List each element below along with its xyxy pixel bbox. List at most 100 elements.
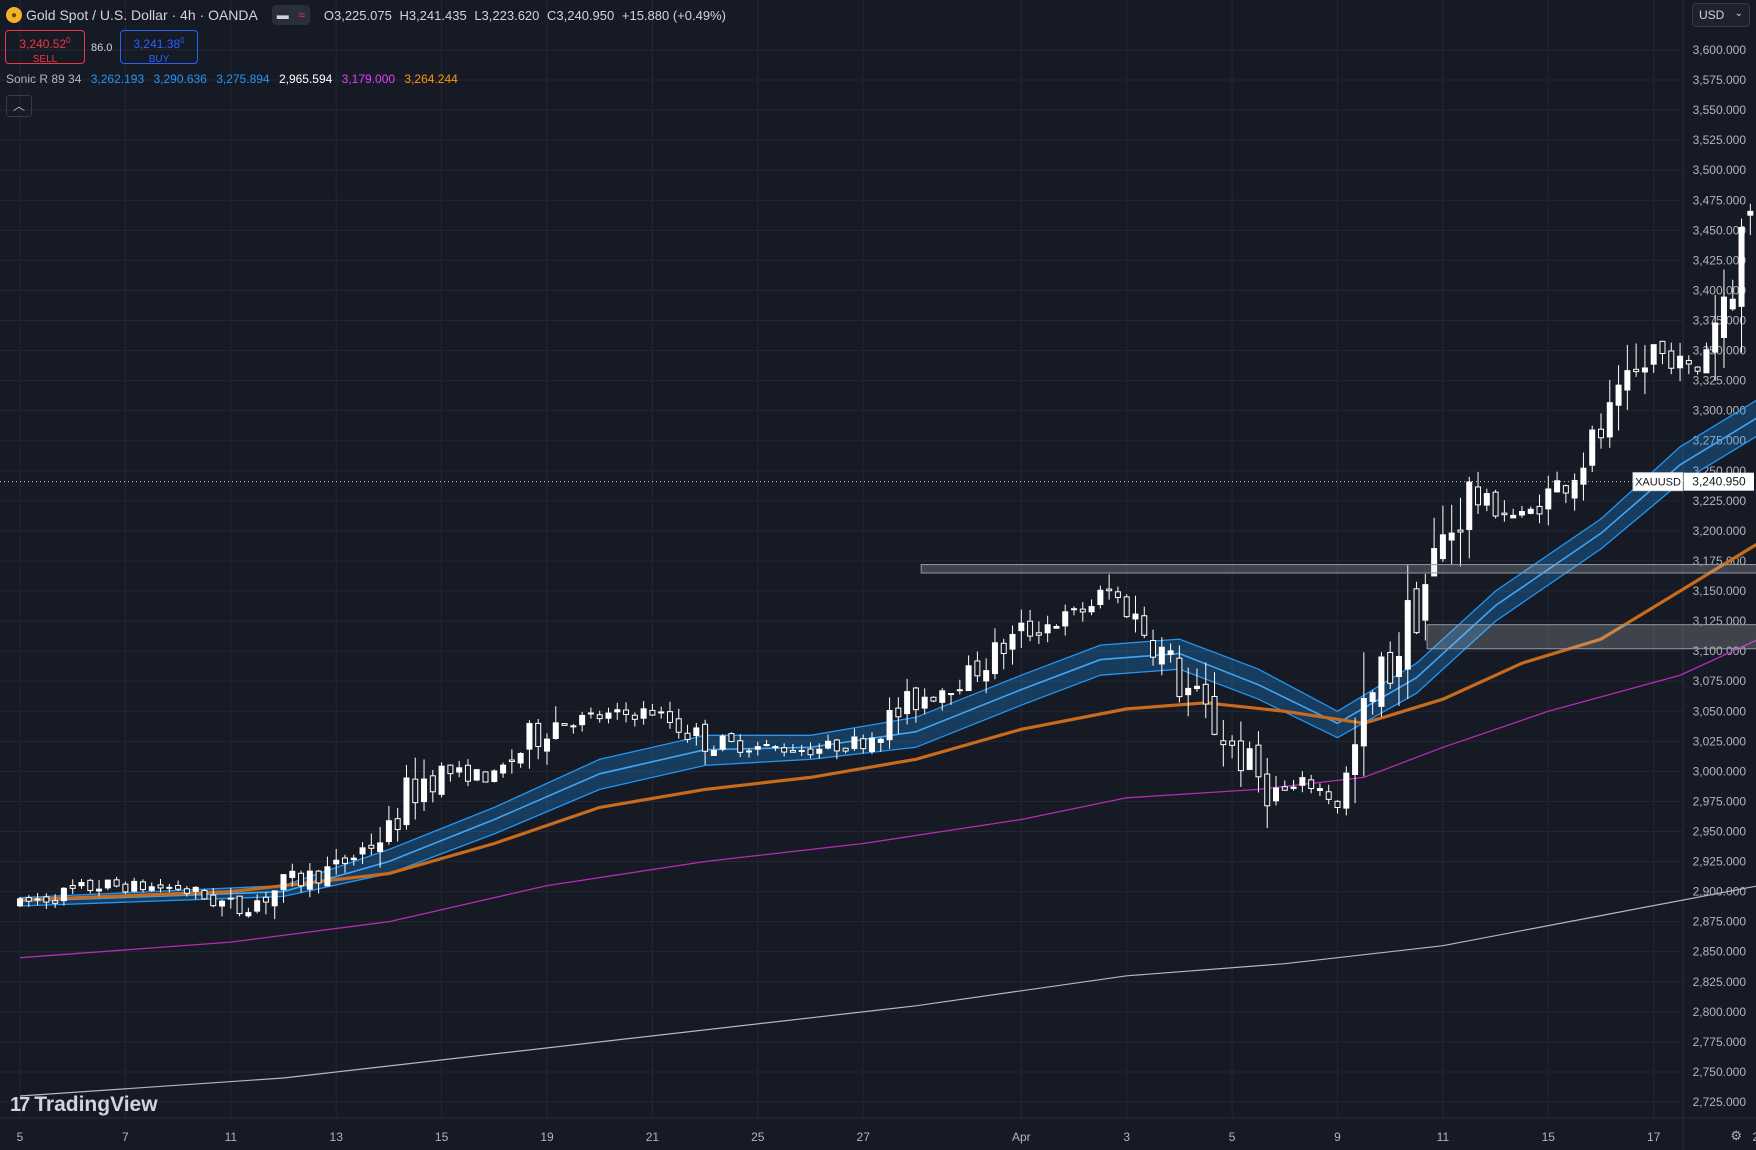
- candle-body: [1193, 685, 1200, 690]
- x-tick-label: 22: [1752, 1130, 1756, 1144]
- candle: [631, 712, 638, 727]
- candle: [227, 888, 234, 909]
- visibility-toggle[interactable]: ▬ ≈: [271, 5, 310, 25]
- candle-body: [219, 900, 226, 907]
- buy-button[interactable]: 3,241.380 BUY: [120, 30, 198, 65]
- candle-body: [1641, 367, 1648, 373]
- series-ema-upper-band: [19, 399, 1756, 899]
- candle-body: [131, 880, 138, 892]
- candle-body: [1079, 608, 1086, 613]
- candle-body: [1457, 529, 1464, 533]
- candle-body: [1589, 429, 1596, 466]
- candle-body: [991, 642, 998, 675]
- candle: [1510, 508, 1517, 519]
- candle: [921, 688, 928, 715]
- candle-body: [1518, 511, 1525, 516]
- candle: [1229, 735, 1236, 759]
- candle: [298, 870, 305, 893]
- y-tick-label: 3,375.000: [1693, 314, 1747, 328]
- candle: [192, 886, 199, 900]
- chevron-up-icon: ︿: [12, 99, 25, 113]
- candle: [1422, 573, 1429, 641]
- wave-icon: ≈: [298, 8, 305, 22]
- settings-icon[interactable]: ⚙: [1730, 1128, 1742, 1143]
- candle: [1246, 741, 1253, 771]
- candle-body: [1062, 611, 1069, 627]
- x-tick-label: 9: [1334, 1130, 1341, 1144]
- currency-select[interactable]: USD ⌄: [1692, 3, 1750, 27]
- indicator-value-3: 3,275.894: [216, 72, 270, 86]
- candle: [1211, 672, 1218, 736]
- candle: [587, 707, 594, 719]
- candle-body: [710, 749, 717, 756]
- candle: [508, 749, 515, 774]
- candle-body: [1483, 493, 1490, 506]
- y-tick-label: 3,225.000: [1693, 494, 1747, 508]
- candle-body: [737, 740, 744, 753]
- candle: [412, 757, 419, 820]
- candle: [1141, 606, 1148, 639]
- candle: [737, 734, 744, 758]
- candle: [78, 878, 85, 889]
- candle: [781, 743, 788, 757]
- collapse-legend-button[interactable]: ︿: [6, 95, 32, 117]
- x-tick-label: 11: [225, 1130, 238, 1144]
- candle-body: [719, 735, 726, 750]
- candle-body: [298, 872, 305, 887]
- candle-body: [192, 886, 199, 892]
- y-tick-label: 3,600.000: [1693, 43, 1747, 57]
- candle-body: [1071, 608, 1077, 611]
- candle: [52, 894, 59, 908]
- candle: [271, 890, 278, 920]
- symbol-title[interactable]: Gold Spot / U.S. Dollar · 4h · OANDA: [26, 7, 258, 23]
- candle-body: [17, 898, 23, 907]
- candle-body: [1018, 622, 1025, 632]
- candle: [904, 678, 911, 725]
- y-tick-label: 2,725.000: [1693, 1095, 1747, 1109]
- candle: [1062, 604, 1069, 636]
- sell-button[interactable]: 3,240.520 SELL: [5, 30, 85, 65]
- candle-body: [561, 723, 568, 726]
- candle: [1483, 488, 1490, 512]
- candle-body: [306, 870, 313, 890]
- indicator-legend[interactable]: Sonic R 89 34 3,262.193 3,290.636 3,275.…: [6, 72, 464, 86]
- candle-body: [1237, 740, 1244, 772]
- candle-body: [1378, 656, 1385, 707]
- candle: [219, 899, 226, 917]
- candle: [666, 701, 673, 729]
- candle-body: [508, 759, 515, 763]
- candle-body: [166, 886, 173, 889]
- candle-body: [183, 888, 190, 894]
- candle-body: [359, 847, 366, 855]
- candle-body: [227, 897, 234, 900]
- candle: [579, 711, 586, 732]
- candle: [1457, 497, 1464, 567]
- candle: [605, 707, 612, 724]
- candle: [201, 888, 208, 900]
- candle: [544, 733, 550, 765]
- candle-body: [1360, 697, 1367, 747]
- candles: [17, 203, 1754, 920]
- x-tick-label: 11: [1437, 1130, 1450, 1144]
- candle-body: [113, 879, 120, 887]
- candle-body: [210, 894, 217, 907]
- candle: [1088, 599, 1095, 616]
- candle-body: [1255, 744, 1262, 778]
- candle: [34, 893, 41, 906]
- gold-symbol-icon: ●: [6, 7, 22, 23]
- candle-body: [1352, 744, 1359, 776]
- candle-body: [860, 738, 867, 750]
- candle: [1369, 690, 1376, 715]
- candle-body: [1659, 340, 1666, 355]
- candle: [333, 848, 340, 875]
- candle: [948, 693, 955, 705]
- symbol-tag-box: [1632, 472, 1684, 492]
- candle-body: [1035, 632, 1042, 636]
- candle: [710, 745, 717, 756]
- candle-body: [1009, 633, 1016, 650]
- candle-body: [825, 740, 832, 749]
- candle-body: [1167, 650, 1174, 655]
- y-tick-label: 3,150.000: [1693, 584, 1747, 598]
- candle: [1325, 784, 1332, 805]
